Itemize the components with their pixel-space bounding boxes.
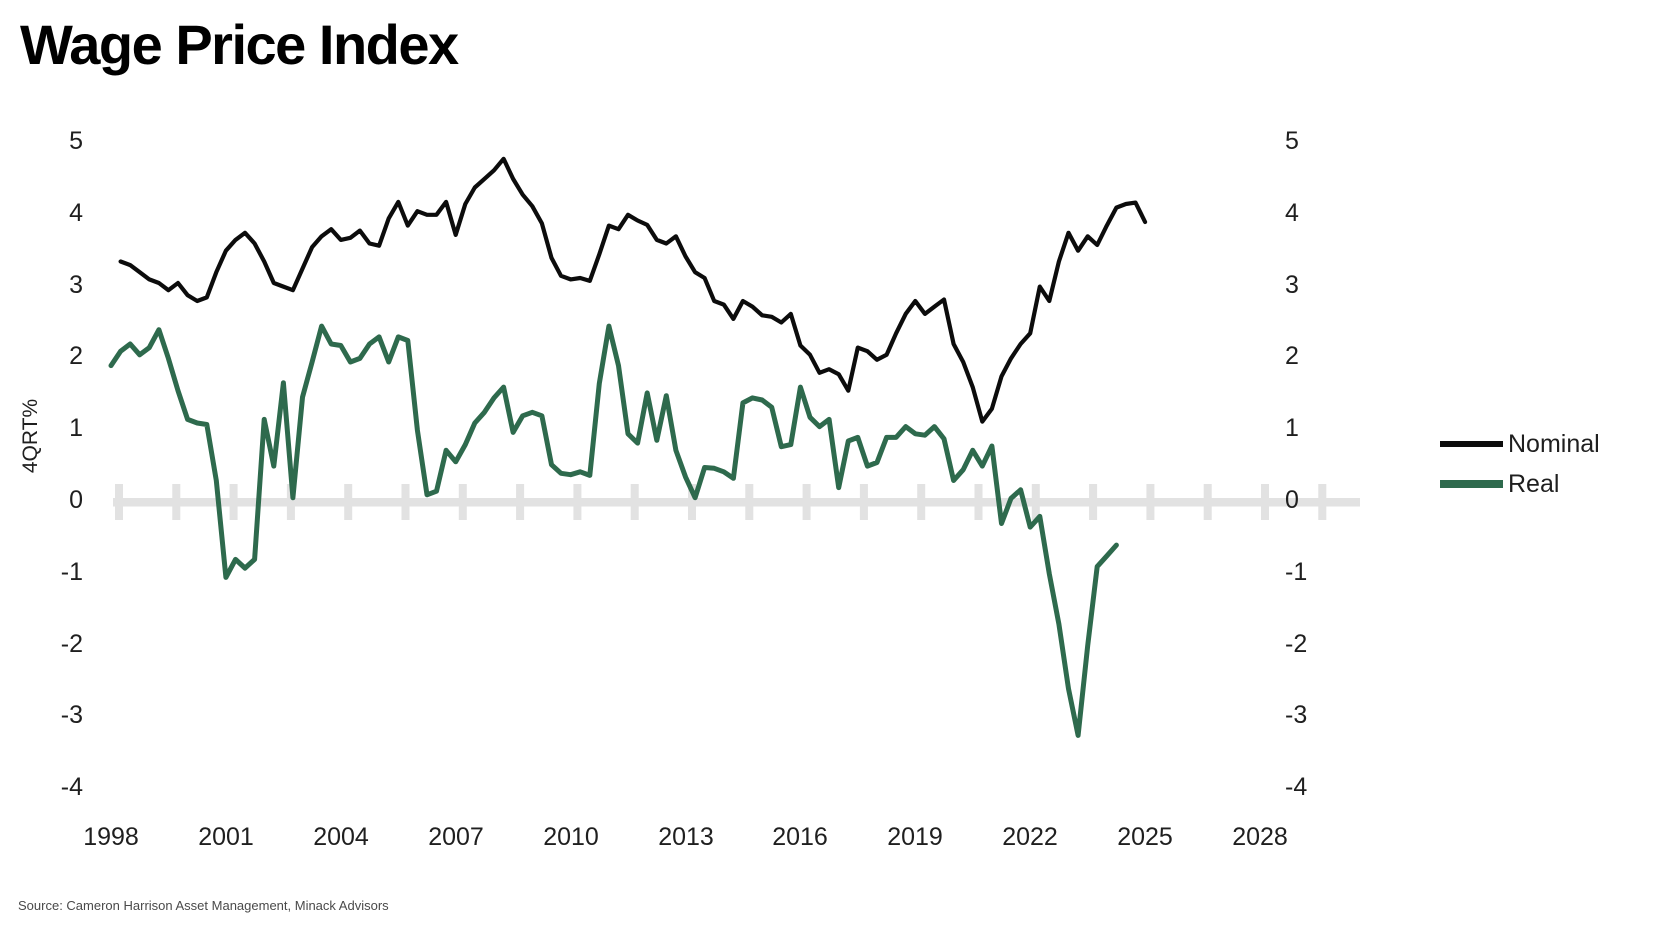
series-lines xyxy=(108,156,1148,738)
legend: Nominal Real xyxy=(1440,424,1600,504)
y-tick-label-right: 1 xyxy=(1285,414,1299,442)
legend-item-real: Real xyxy=(1440,464,1600,504)
y-tick-label-left: 4 xyxy=(69,199,83,227)
legend-label-nominal: Nominal xyxy=(1508,429,1600,458)
zero-baseline xyxy=(113,484,1360,520)
y-tick-label-right: -3 xyxy=(1285,701,1308,729)
y-tick-label-right: -2 xyxy=(1285,630,1308,658)
y-tick-label-right: 3 xyxy=(1285,271,1299,299)
x-tick-label: 2004 xyxy=(313,823,369,851)
nominal-line xyxy=(118,156,1148,424)
x-tick-label: 2007 xyxy=(428,823,484,851)
real-line xyxy=(108,323,1119,738)
y-tick-label-left: 2 xyxy=(69,342,83,370)
y-tick-label-left: 5 xyxy=(69,127,83,155)
y-tick-label-right: -4 xyxy=(1285,773,1308,801)
x-tick-label: 2022 xyxy=(1002,823,1058,851)
nominal-line-swatch xyxy=(1440,441,1503,447)
x-tick-label: 2028 xyxy=(1232,823,1288,851)
real-line-swatch xyxy=(1440,480,1503,488)
y-tick-label-left: -1 xyxy=(60,558,83,586)
x-tick-label: 2019 xyxy=(887,823,943,851)
chart-title: Wage Price Index xyxy=(20,13,459,76)
x-tick-label: 2010 xyxy=(543,823,599,851)
legend-item-nominal: Nominal xyxy=(1440,424,1600,464)
y-tick-label-left: -4 xyxy=(60,773,83,801)
y-tick-label-right: 4 xyxy=(1285,199,1299,227)
y-tick-label-right: -1 xyxy=(1285,558,1308,586)
zero-line xyxy=(113,498,1360,507)
y-tick-label-left: 0 xyxy=(69,486,83,514)
x-tick-label: 2013 xyxy=(658,823,714,851)
y-tick-label-right: 2 xyxy=(1285,342,1299,370)
y-tick-label-left: -2 xyxy=(60,630,83,658)
legend-label-real: Real xyxy=(1508,469,1560,498)
y-tick-label-left: -3 xyxy=(60,701,83,729)
x-tick-label: 2025 xyxy=(1117,823,1173,851)
x-tick-label: 1998 xyxy=(83,823,139,851)
y-tick-label-left: 3 xyxy=(69,271,83,299)
x-tick-label: 2001 xyxy=(198,823,254,851)
y-tick-label-right: 5 xyxy=(1285,127,1299,155)
source-note: Source: Cameron Harrison Asset Managemen… xyxy=(18,898,389,913)
y-tick-label-left: 1 xyxy=(69,414,83,442)
y-tick-label-right: 0 xyxy=(1285,486,1299,514)
x-tick-label: 2016 xyxy=(772,823,828,851)
